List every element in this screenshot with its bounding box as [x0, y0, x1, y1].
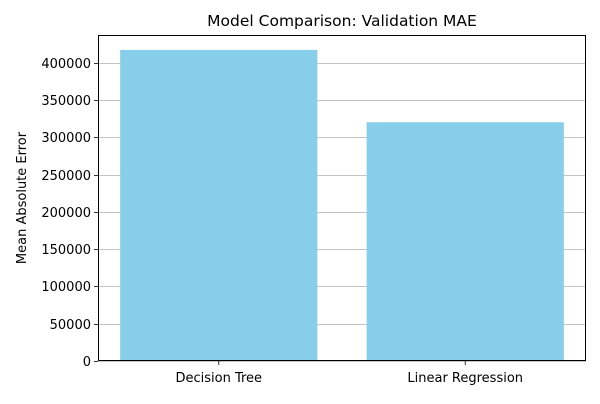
- x-tick-label: Decision Tree: [175, 371, 262, 386]
- y-tick-label: 100000: [41, 280, 91, 295]
- y-tick-label: 150000: [41, 243, 91, 258]
- plot-frame: [98, 35, 586, 361]
- y-tick-label: 0: [83, 355, 91, 370]
- x-tick-label: Linear Regression: [407, 371, 523, 386]
- bars: [120, 49, 564, 361]
- bar-decision-tree: [120, 49, 318, 361]
- bar-linear-regression: [366, 122, 564, 361]
- y-tick-label: 250000: [41, 169, 91, 184]
- y-tick-label: 350000: [41, 94, 91, 109]
- y-tick-label: 50000: [50, 318, 91, 333]
- x-axis-ticks: Decision Tree Linear Regression: [175, 361, 523, 386]
- y-axis-title: Mean Absolute Error: [15, 131, 30, 264]
- chart-title: Model Comparison: Validation MAE: [207, 12, 477, 30]
- y-axis-ticks: 0 50000 100000 150000 200000 250000 300000 3500…: [41, 57, 98, 370]
- y-tick-label: 300000: [41, 131, 91, 146]
- y-tick-label: 200000: [41, 206, 91, 221]
- y-tick-label: 400000: [41, 57, 91, 72]
